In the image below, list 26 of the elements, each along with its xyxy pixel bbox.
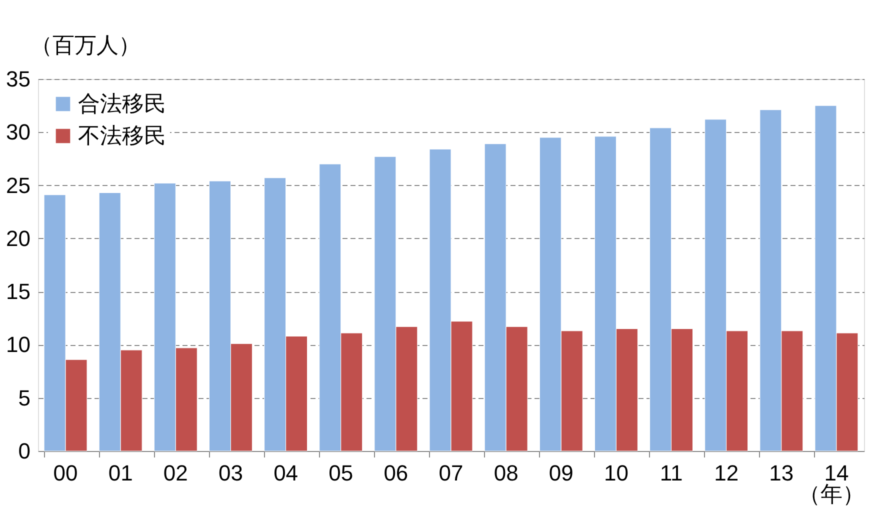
x-tick-label: 07	[438, 460, 464, 486]
x-tick-label: 09	[548, 460, 574, 486]
legend-label: 合法移民	[78, 91, 166, 116]
x-tick-label: 05	[328, 460, 354, 486]
x-tick-label: 04	[274, 460, 298, 486]
x-tick-label: 13	[769, 460, 794, 486]
y-tick-label: 25	[6, 172, 30, 198]
x-axis-title: （年）	[798, 482, 864, 506]
x-tick-label: 08	[494, 460, 518, 486]
x-tick-label: 03	[218, 460, 243, 486]
y-tick-label: 10	[6, 332, 30, 358]
y-tick-label: 15	[6, 279, 30, 304]
y-tick-label: 0	[18, 438, 30, 464]
x-tick-label: 02	[163, 460, 188, 486]
x-tick-label: 11	[660, 460, 683, 486]
y-axis-title: （百万人）	[30, 32, 140, 58]
x-tick-label: 10	[604, 460, 628, 486]
legend-label: 不法移民	[78, 123, 166, 148]
x-tick-label: 00	[53, 460, 78, 486]
y-tick-label: 5	[18, 385, 30, 410]
y-tick-label: 20	[6, 226, 30, 251]
x-tick-label: 06	[384, 460, 408, 486]
y-tick-label: 30	[6, 120, 30, 145]
y-tick-label: 35	[6, 66, 30, 92]
x-tick-label: 01	[108, 460, 133, 486]
x-tick-label: 12	[714, 460, 739, 486]
